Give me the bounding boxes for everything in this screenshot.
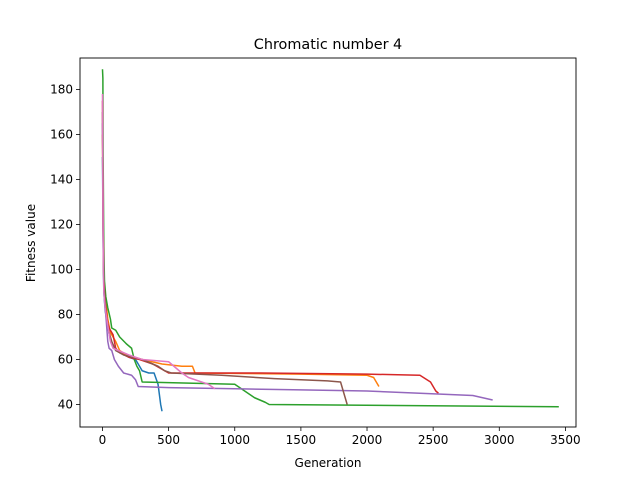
y-tick-label: 140 [50, 173, 73, 187]
y-tick-label: 80 [58, 308, 73, 322]
x-tick-label: 3000 [484, 433, 515, 447]
x-axis-label: Generation [295, 456, 362, 470]
x-tick-label: 500 [157, 433, 180, 447]
y-tick-label: 100 [50, 263, 73, 277]
y-axis-ticks: 40 60 80 100 120 140 160 180 [50, 83, 80, 412]
x-axis-ticks: 0 500 1000 1500 2000 2500 3000 3500 [99, 427, 581, 447]
x-tick-label: 1500 [286, 433, 317, 447]
x-tick-label: 0 [99, 433, 107, 447]
series-line-7 [101, 93, 216, 390]
series-layer [101, 69, 559, 412]
plot-frame [79, 57, 577, 428]
y-tick-label: 180 [50, 83, 73, 97]
x-tick-label: 2000 [352, 433, 383, 447]
x-tick-label: 1000 [219, 433, 250, 447]
y-axis-label: Fitness value [24, 204, 38, 282]
x-tick-label: 2500 [418, 433, 449, 447]
y-tick-label: 60 [58, 353, 73, 367]
y-tick-label: 160 [50, 128, 73, 142]
x-tick-label: 3500 [550, 433, 581, 447]
y-tick-label: 120 [50, 218, 73, 232]
y-tick-label: 40 [58, 398, 73, 412]
chart-title: Chromatic number 4 [254, 37, 402, 53]
